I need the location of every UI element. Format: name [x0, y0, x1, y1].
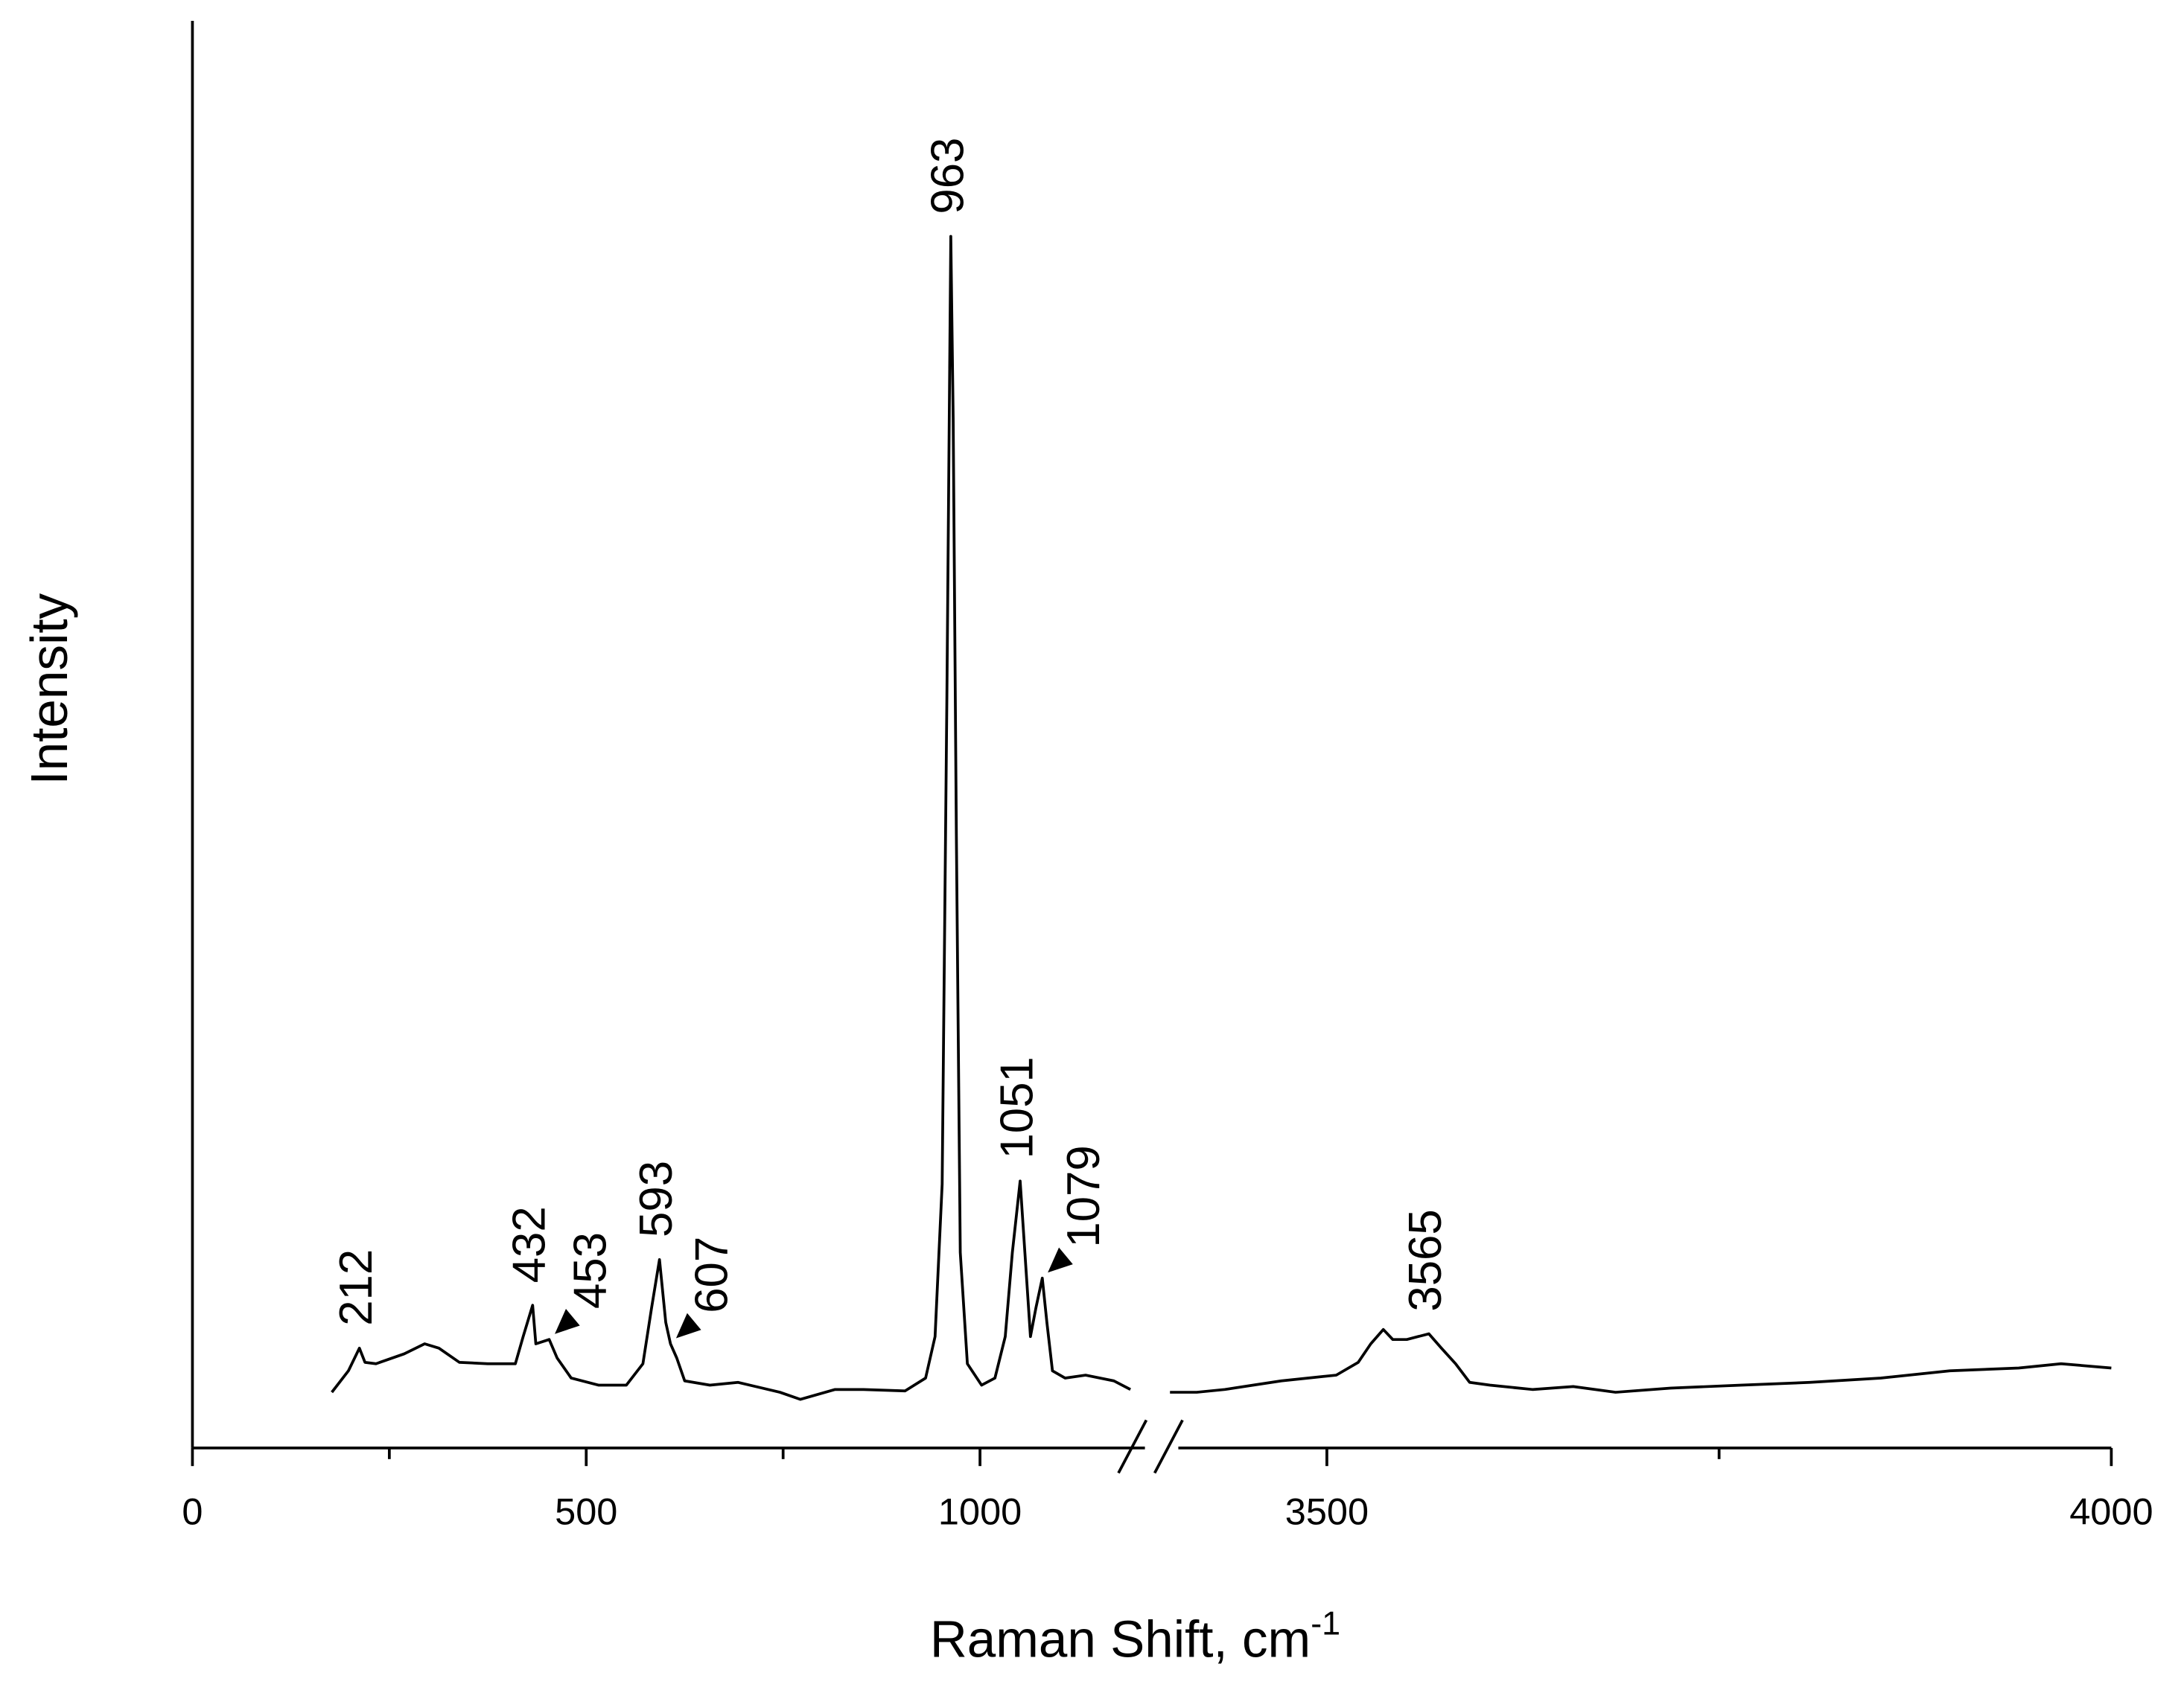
peak-arrow [1048, 1247, 1073, 1273]
peak-label: 432 [504, 1206, 555, 1283]
peak-arrow [555, 1309, 580, 1334]
spectrum-line [331, 235, 1131, 1401]
x-tick-label: 4000 [2069, 1490, 2153, 1533]
x-tick-label: 3500 [1285, 1490, 1369, 1533]
peak-label: 593 [631, 1161, 682, 1237]
x-axis-title-main: Raman Shift, cm [930, 1610, 1311, 1668]
peak-label: 212 [331, 1249, 382, 1326]
axis-break [1153, 1419, 1184, 1474]
x-axis-title: Raman Shift, cm-1 [930, 1604, 1340, 1668]
x-tick-label: 1000 [938, 1490, 1022, 1533]
peak-label: 3565 [1400, 1209, 1451, 1311]
peak-label: 1079 [1058, 1145, 1109, 1247]
peak-arrow [675, 1313, 701, 1339]
peak-label: 963 [922, 138, 973, 214]
spectrum-line [1170, 1327, 2112, 1394]
x-axis-title-sup: -1 [1311, 1604, 1340, 1642]
x-tick-label: 0 [182, 1490, 203, 1533]
y-axis-title: Intensity [20, 593, 78, 785]
peak-label: 1051 [991, 1056, 1042, 1158]
x-tick-label: 500 [555, 1490, 617, 1533]
axis-break [1117, 1419, 1148, 1474]
peak-label: 607 [687, 1237, 738, 1313]
peak-label: 453 [565, 1232, 617, 1309]
